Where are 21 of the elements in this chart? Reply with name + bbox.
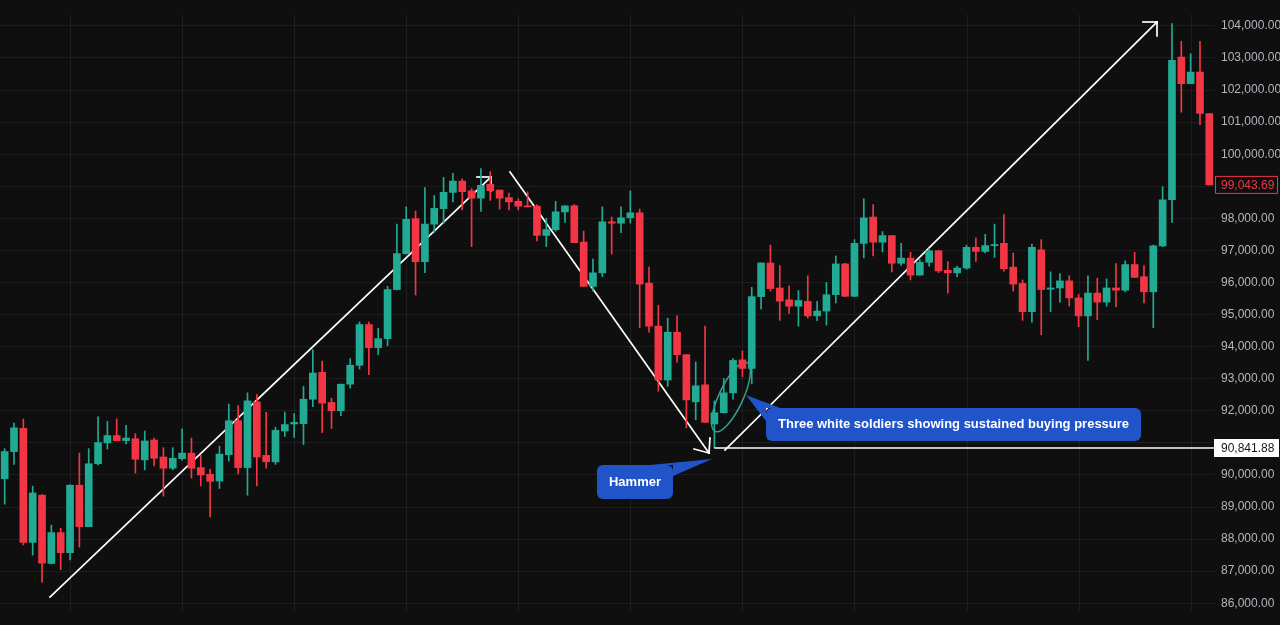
y-tick-label: 104,000.00 xyxy=(1221,18,1280,33)
y-tick-label: 89,000.00 xyxy=(1221,499,1275,514)
y-tick-label: 96,000.00 xyxy=(1221,274,1275,289)
y-tick-label: 102,000.00 xyxy=(1221,82,1280,97)
y-tick-label: 95,000.00 xyxy=(1221,306,1275,321)
y-tick-label: 93,000.00 xyxy=(1221,371,1275,386)
annotation: Hammer xyxy=(608,473,662,489)
y-tick-label: 88,000.00 xyxy=(1221,531,1275,546)
y-tick-label: 100,000.00 xyxy=(1221,146,1280,161)
y-tick-label: 98,000.00 xyxy=(1221,210,1275,225)
ref-line-label: 90,841.88 xyxy=(1221,440,1275,455)
y-tick-label: 101,000.00 xyxy=(1221,114,1280,129)
y-tick-label: 87,000.00 xyxy=(1221,563,1275,578)
text: 99,043.69 xyxy=(1221,177,1275,192)
y-tick-label: 90,000.00 xyxy=(1221,467,1275,482)
annotation: Three white soldiers showing sustained buying pressure xyxy=(778,416,1130,432)
y-tick-label: 97,000.00 xyxy=(1221,242,1275,257)
y-tick-label: 86,000.00 xyxy=(1221,595,1275,610)
y-tick-label: 92,000.00 xyxy=(1221,403,1275,418)
y-tick-label: 94,000.00 xyxy=(1221,338,1275,353)
y-tick-label: 103,000.00 xyxy=(1221,50,1280,65)
